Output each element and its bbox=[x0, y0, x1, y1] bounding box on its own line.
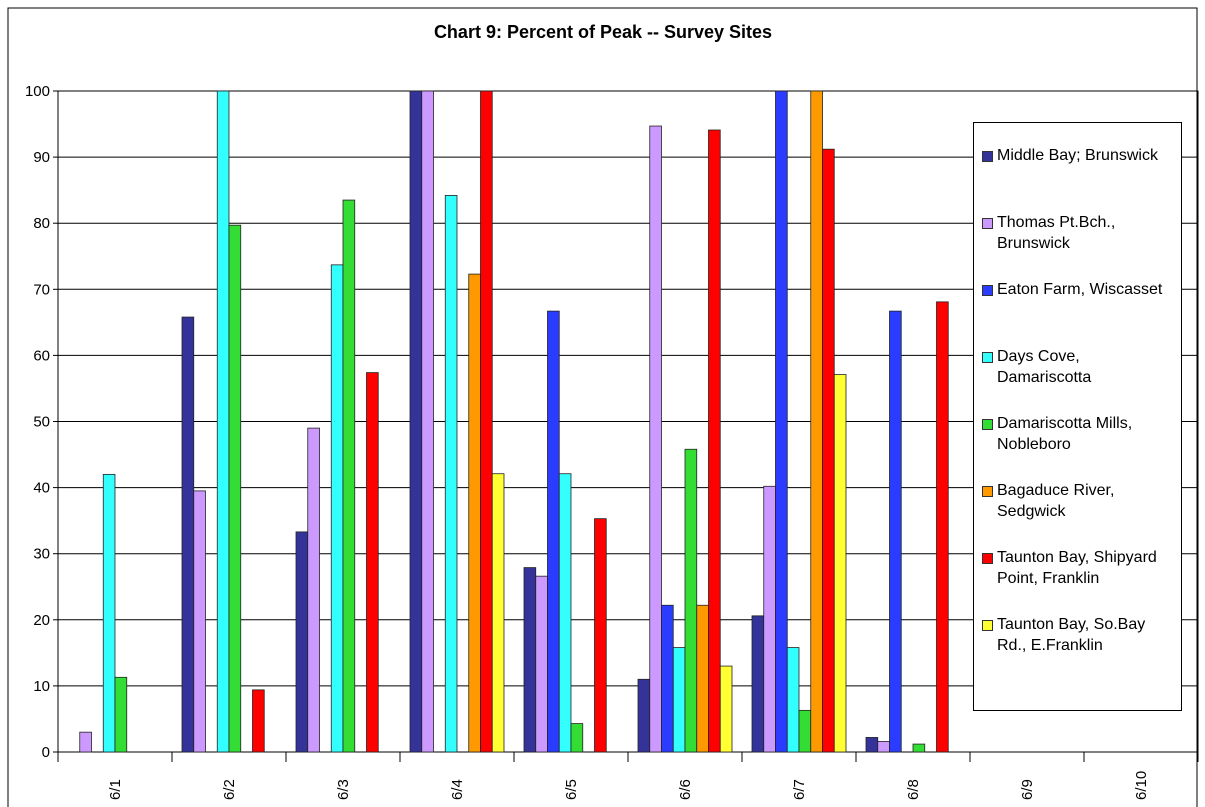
bar bbox=[684, 448, 698, 753]
bar bbox=[810, 90, 823, 753]
x-tick-label: 6/4 bbox=[449, 779, 466, 800]
x-tick-label: 6/6 bbox=[677, 779, 694, 800]
y-tick-label: 0 bbox=[42, 744, 50, 761]
y-tick-label: 40 bbox=[33, 480, 50, 497]
legend-label: Damariscotta Mills, Nobleboro bbox=[997, 415, 1133, 453]
bar bbox=[719, 665, 733, 753]
bar bbox=[468, 273, 481, 753]
bar bbox=[102, 473, 116, 753]
legend-item: Eaton Farm, Wiscasset bbox=[982, 279, 1173, 346]
y-tick-label: 80 bbox=[33, 215, 50, 232]
bar bbox=[877, 741, 890, 753]
x-tick-label: 6/10 bbox=[1133, 771, 1150, 800]
bar bbox=[708, 129, 721, 753]
bar bbox=[491, 473, 505, 753]
y-tick-label: 10 bbox=[33, 678, 50, 695]
legend-swatch bbox=[982, 218, 993, 229]
legend-item: Taunton Bay, So.Bay Rd., E.Franklin bbox=[982, 614, 1173, 681]
legend-swatch bbox=[982, 285, 993, 296]
legend-swatch bbox=[982, 419, 993, 430]
legend-item: Bagaduce River, Sedgwick bbox=[982, 480, 1173, 547]
bar bbox=[79, 731, 92, 753]
bar bbox=[649, 125, 662, 753]
x-tick-label: 6/5 bbox=[563, 779, 580, 800]
legend-item: Thomas Pt.Bch., Brunswick bbox=[982, 212, 1173, 279]
bar bbox=[661, 604, 674, 753]
legend-label: Eaton Farm, Wiscasset bbox=[997, 281, 1163, 298]
bar bbox=[535, 575, 548, 753]
bar bbox=[696, 604, 709, 753]
bar bbox=[558, 473, 572, 753]
legend-label: Taunton Bay, Shipyard Point, Franklin bbox=[997, 549, 1157, 587]
bar bbox=[216, 90, 230, 753]
bar bbox=[798, 709, 812, 753]
bar bbox=[833, 374, 847, 753]
bar bbox=[228, 224, 242, 753]
legend-item: Days Cove, Damariscotta bbox=[982, 346, 1173, 413]
bar bbox=[421, 90, 434, 753]
y-tick-label: 90 bbox=[33, 149, 50, 166]
bar bbox=[822, 148, 835, 753]
y-tick-label: 30 bbox=[33, 546, 50, 563]
legend-label: Middle Bay; Brunswick bbox=[997, 147, 1158, 164]
bar bbox=[912, 743, 926, 753]
bar bbox=[865, 737, 879, 753]
bar bbox=[637, 678, 651, 753]
bar bbox=[751, 615, 765, 753]
x-tick-label: 6/3 bbox=[335, 779, 352, 800]
legend-label: Taunton Bay, So.Bay Rd., E.Franklin bbox=[997, 616, 1146, 654]
bar bbox=[570, 723, 584, 753]
bar bbox=[594, 518, 607, 753]
bar bbox=[295, 531, 309, 753]
bar bbox=[181, 316, 195, 753]
y-tick-label: 20 bbox=[33, 612, 50, 629]
legend-label: Thomas Pt.Bch., Brunswick bbox=[997, 214, 1116, 252]
legend-swatch bbox=[982, 486, 993, 497]
chart-title: Chart 9: Percent of Peak -- Survey Sites bbox=[434, 22, 772, 42]
bar bbox=[366, 372, 379, 753]
y-tick-label: 50 bbox=[33, 414, 50, 431]
legend-item: Taunton Bay, Shipyard Point, Franklin bbox=[982, 547, 1173, 614]
legend-swatch bbox=[982, 151, 993, 162]
legend-swatch bbox=[982, 553, 993, 564]
bar bbox=[775, 90, 788, 753]
y-tick-label: 70 bbox=[33, 281, 50, 298]
legend-label: Bagaduce River, Sedgwick bbox=[997, 482, 1115, 520]
legend-label: Days Cove, Damariscotta bbox=[997, 348, 1092, 386]
bar bbox=[114, 676, 128, 753]
bar bbox=[342, 199, 356, 753]
bar bbox=[672, 647, 686, 753]
y-tick-label: 100 bbox=[25, 83, 50, 100]
legend-item: Middle Bay; Brunswick bbox=[982, 145, 1173, 212]
x-tick-label: 6/9 bbox=[1019, 779, 1036, 800]
bar bbox=[936, 301, 949, 753]
x-tick-label: 6/8 bbox=[905, 779, 922, 800]
bar bbox=[330, 264, 344, 753]
bar bbox=[252, 689, 265, 753]
x-tick-label: 6/1 bbox=[107, 779, 124, 800]
bar bbox=[409, 90, 423, 753]
bar bbox=[786, 647, 800, 753]
bar bbox=[523, 567, 537, 753]
legend-swatch bbox=[982, 352, 993, 363]
legend-item: Damariscotta Mills, Nobleboro bbox=[982, 413, 1173, 480]
bar bbox=[547, 310, 560, 753]
x-tick-label: 6/2 bbox=[221, 779, 238, 800]
bar bbox=[444, 195, 458, 753]
bar bbox=[480, 90, 493, 753]
legend-swatch bbox=[982, 620, 993, 631]
x-tick-label: 6/7 bbox=[791, 779, 808, 800]
bar bbox=[763, 485, 776, 753]
y-tick-label: 60 bbox=[33, 347, 50, 364]
bar bbox=[307, 427, 320, 753]
bar bbox=[193, 490, 206, 753]
legend: Middle Bay; Brunswick Thomas Pt.Bch., Bru… bbox=[973, 122, 1182, 711]
bar bbox=[889, 310, 902, 753]
